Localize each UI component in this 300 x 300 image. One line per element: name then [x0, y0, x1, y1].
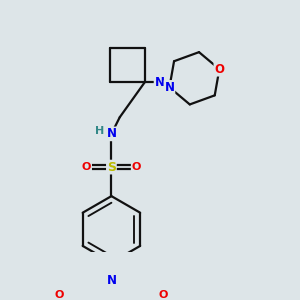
Text: S: S	[107, 160, 116, 174]
Text: N: N	[106, 128, 116, 140]
Text: N: N	[106, 274, 116, 287]
Text: O: O	[132, 162, 141, 172]
Text: O: O	[55, 290, 64, 300]
Text: N: N	[154, 76, 164, 89]
Text: H: H	[95, 126, 104, 136]
Text: N: N	[164, 81, 174, 94]
Text: O: O	[82, 162, 91, 172]
Text: O: O	[159, 290, 168, 300]
Text: O: O	[214, 63, 224, 76]
